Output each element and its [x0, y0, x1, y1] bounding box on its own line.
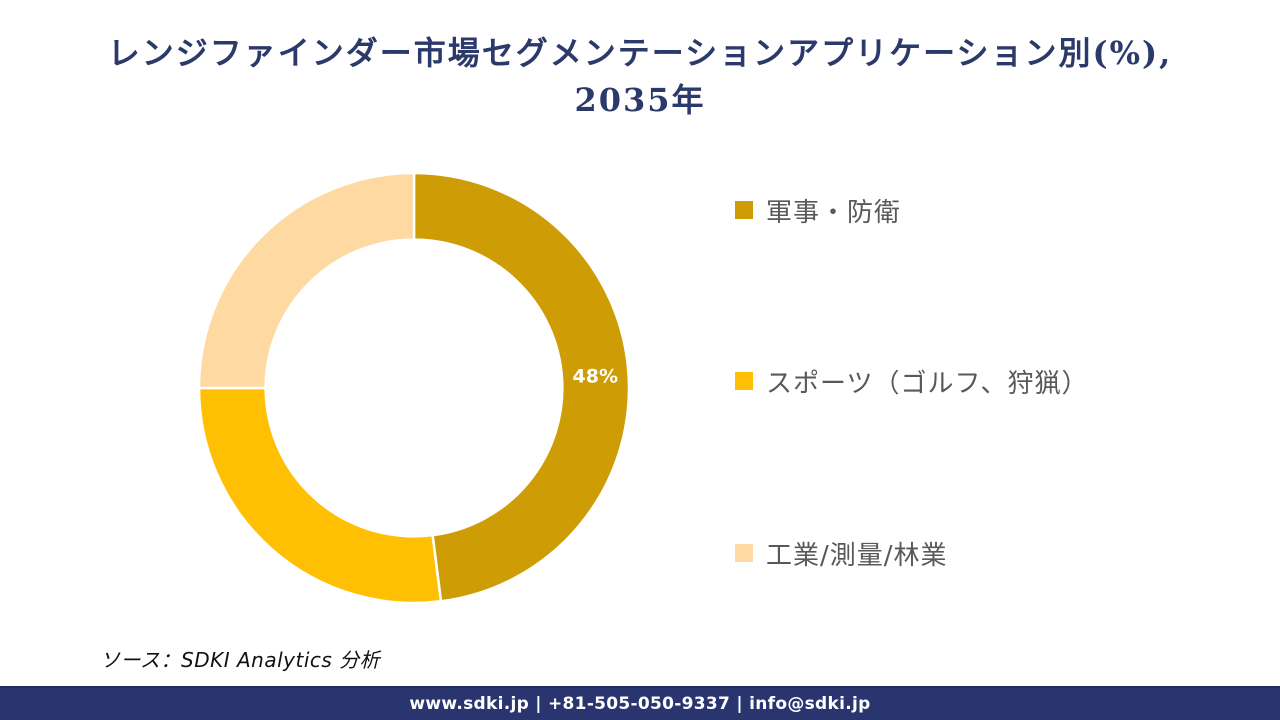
donut-segment-2	[197, 171, 416, 390]
footer-contact: www.sdki.jp | +81-505-050-9337 | info@sd…	[409, 694, 871, 714]
donut-segment-1	[197, 386, 443, 605]
legend-label-sports-golf-hunting: スポーツ（ゴルフ、狩猟）	[766, 368, 1089, 399]
legend-item-industrial-survey-forestry: 工業/測量/林業	[735, 535, 948, 571]
source-note: ソース：SDKI Analytics 分析	[100, 648, 381, 672]
chart-title-line2: 2035年	[574, 81, 706, 119]
donut-chart: 48%	[197, 171, 631, 605]
legend-label-military-defense: 軍事・防衛	[766, 197, 902, 228]
data-label-0: 48%	[573, 366, 618, 388]
chart-title-line1: レンジファインダー市場セグメンテーションアプリケーション別(%),	[107, 34, 1173, 72]
legend-swatch-sports-golf-hunting	[735, 372, 753, 390]
legend-swatch-industrial-survey-forestry	[735, 544, 753, 562]
legend-swatch-military-defense	[735, 201, 753, 219]
legend-label-industrial-survey-forestry: 工業/測量/林業	[766, 540, 948, 571]
legend-item-sports-golf-hunting: スポーツ（ゴルフ、狩猟）	[735, 363, 1088, 399]
donut-segment-0	[412, 171, 631, 603]
chart-title: レンジファインダー市場セグメンテーションアプリケーション別(%), 2035年	[40, 30, 1240, 124]
legend-item-military-defense: 軍事・防衛	[735, 192, 901, 228]
chart-legend: 軍事・防衛 スポーツ（ゴルフ、狩猟） 工業/測量/林業	[735, 0, 1255, 720]
footer-bar: www.sdki.jp | +81-505-050-9337 | info@sd…	[0, 686, 1280, 720]
